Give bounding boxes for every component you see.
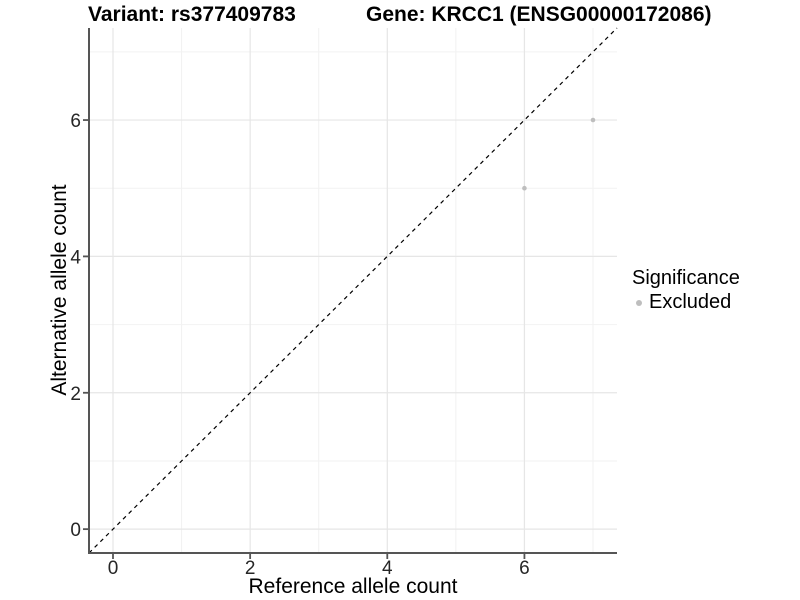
- x-tick-label: 4: [382, 558, 393, 579]
- y-axis-label: Alternative allele count: [48, 184, 71, 396]
- data-point: [522, 185, 527, 191]
- x-axis-label: Reference allele count: [248, 575, 458, 598]
- x-tick-label: 2: [245, 558, 256, 579]
- plot-title-variant: Variant: rs377409783: [88, 3, 296, 26]
- legend: Significance Excluded: [632, 266, 740, 314]
- legend-dot-icon: [636, 299, 642, 306]
- y-tick-label: 2: [70, 384, 81, 405]
- x-tick-label: 0: [108, 558, 119, 579]
- data-point: [590, 117, 596, 123]
- x-tick-label: 6: [519, 558, 530, 579]
- legend-title: Significance: [632, 267, 740, 289]
- y-tick-label: 0: [70, 520, 81, 541]
- y-tick-label: 6: [70, 111, 81, 132]
- y-tick-label: 4: [70, 247, 81, 268]
- plot-title-gene: Gene: KRCC1 (ENSG00000172086): [366, 3, 712, 26]
- legend-item-excluded: Excluded: [632, 291, 740, 314]
- legend-item-label: Excluded: [649, 291, 732, 313]
- identity-line: [88, 27, 618, 554]
